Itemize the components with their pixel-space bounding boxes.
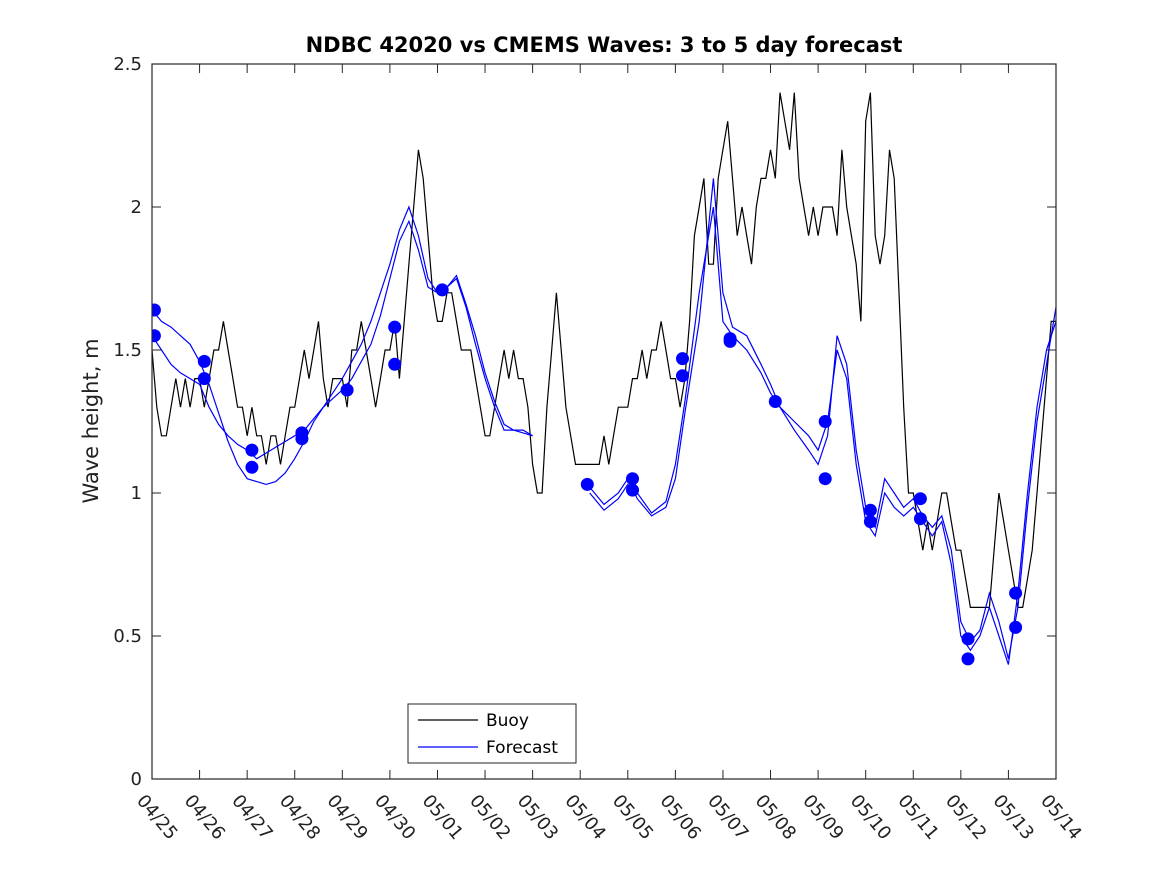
y-tick-label: 2.5	[113, 54, 142, 75]
forecast-start-marker	[626, 472, 639, 486]
forecast-start-marker	[152, 303, 161, 317]
forecast-start-marker	[768, 395, 782, 408]
forecast-start-marker	[1009, 620, 1023, 634]
y-tick-label: 1.5	[113, 340, 142, 361]
chart-title: NDBC 42020 vs CMEMS Waves: 3 to 5 day fo…	[306, 33, 903, 57]
forecast-start-marker	[340, 383, 354, 397]
forecast-start-marker	[197, 372, 211, 386]
forecast-start-marker	[676, 352, 689, 366]
y-axis-label: Wave height, m	[79, 338, 103, 503]
forecast-start-marker	[295, 432, 309, 446]
forecast-start-marker	[435, 283, 449, 297]
y-axis: 0 0.5 1 1.5 2 2.5	[113, 54, 1056, 790]
forecast-series-line-2	[152, 205, 533, 486]
legend-forecast-label: Forecast	[486, 738, 558, 758]
forecast-start-marker	[580, 477, 594, 491]
plot-area	[152, 64, 1056, 779]
forecast-series-line-4	[589, 178, 1056, 660]
y-tick-label: 1	[131, 483, 142, 504]
forecast-start-marker	[245, 460, 259, 474]
forecast-start-marker	[818, 472, 832, 486]
y-tick-label: 0	[131, 769, 142, 790]
forecast-start-marker	[676, 369, 689, 383]
forecast-start-marker	[152, 329, 161, 343]
y-tick-label: 2	[131, 197, 142, 218]
forecast-start-marker	[388, 320, 402, 334]
legend: Buoy Forecast	[407, 703, 577, 764]
forecast-start-marker	[1009, 586, 1023, 600]
forecast-start-marker	[961, 652, 975, 666]
forecast-start-marker	[913, 512, 927, 526]
forecast-start-marker	[863, 503, 877, 517]
forecast-start-marker	[863, 515, 877, 529]
forecast-start-marker	[388, 357, 402, 371]
legend-buoy-label: Buoy	[486, 711, 529, 731]
buoy-series-line	[152, 92, 1056, 609]
forecast-start-marker	[245, 443, 259, 457]
y-tick-label: 0.5	[113, 626, 142, 647]
plot-frame	[151, 63, 1057, 780]
forecast-start-marker	[961, 632, 975, 646]
forecast-start-marker	[723, 334, 737, 348]
forecast-start-marker	[913, 492, 927, 506]
plot-content	[152, 92, 1056, 666]
legend-box	[407, 703, 577, 764]
forecast-start-marker	[818, 415, 832, 428]
forecast-start-marker	[626, 483, 639, 497]
forecast-series-line-3	[589, 206, 1056, 665]
forecast-start-marker	[197, 354, 211, 368]
